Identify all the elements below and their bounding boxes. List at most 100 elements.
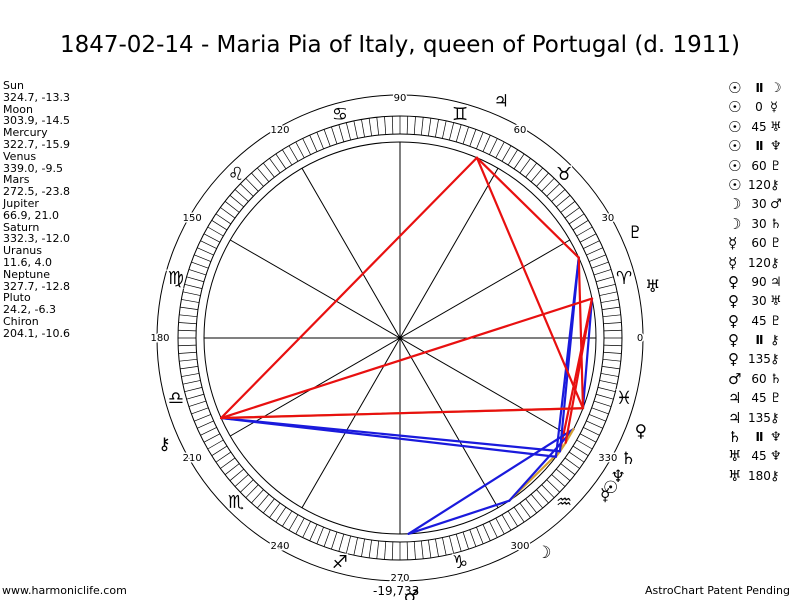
degree-tick: [495, 141, 505, 159]
planet-name: Mercury: [3, 126, 48, 140]
sign-glyphs: ♈ ♉ ♊ ♋ ♌ ♍ ♎ ♏ ♐ ♑ ♒ ♓: [166, 102, 633, 574]
aspect-line: [581, 297, 594, 410]
planet-name: Sun: [3, 79, 24, 92]
planet-value: 204.1, -10.6: [3, 326, 70, 340]
degree-tick: [220, 457, 236, 469]
aspect-planet-a: ☉: [728, 98, 742, 117]
aspect-row: ☉ 0 ☿: [728, 98, 788, 117]
aspect-row: ☉ II ♆: [728, 137, 788, 156]
degree-tick: [269, 158, 281, 174]
degree-tick: [263, 162, 275, 178]
aspect-planet-a: ☽: [728, 214, 742, 233]
degree-tick: [596, 276, 614, 283]
degree-tick: [597, 387, 616, 393]
sign-glyph: ♋: [332, 104, 348, 125]
degree-label: 120: [270, 125, 289, 136]
degree-tick: [560, 201, 576, 213]
degree-tick: [603, 351, 622, 354]
planet-glyph: ♇: [628, 223, 643, 243]
degree-tick: [182, 291, 201, 296]
degree-tick: [384, 541, 387, 560]
aspect-planet-b: ☿: [770, 100, 778, 116]
degree-tick: [323, 529, 331, 547]
degree-tick: [435, 538, 439, 557]
planet-value: 332.3, -12.0: [3, 232, 70, 246]
degree-tick: [600, 299, 619, 303]
aspect-planet-a: ♀: [728, 311, 739, 330]
degree-tick: [191, 261, 209, 269]
aspect-row: ☉ 45 ♅: [728, 118, 788, 137]
aspect-row: ☿ 120 ⚷: [728, 254, 788, 273]
degree-tick: [282, 510, 293, 527]
aspect-symbol: 45: [751, 119, 767, 134]
planet-glyph: ☿: [600, 485, 610, 505]
aspect-line: [219, 156, 478, 420]
degree-label: 0: [637, 333, 643, 344]
aspect-symbol: 60: [751, 236, 767, 251]
aspect-planet-b: ♄: [770, 216, 782, 232]
aspect-symbol: 60: [751, 158, 767, 173]
aspect-planet-b: ♆: [770, 430, 782, 446]
degree-tick: [182, 380, 201, 385]
degree-tick: [406, 116, 409, 135]
degree-tick: [275, 153, 287, 170]
aspect-line: [508, 428, 575, 502]
degree-tick: [376, 117, 380, 136]
aspect-line: [407, 499, 511, 535]
degree-tick: [599, 291, 618, 296]
degree-tick: [215, 213, 232, 225]
aspect-row: ♃ 135 ⚷: [728, 409, 788, 428]
degree-tick: [251, 489, 264, 504]
degree-tick: [203, 433, 221, 443]
planet-value: 24.2, -6.3: [3, 303, 56, 317]
degree-tick: [583, 240, 600, 249]
degree-tick: [589, 254, 606, 262]
degree-tick: [197, 247, 214, 256]
aspect-row: ♀ 45 ♇: [728, 312, 788, 331]
degree-tick: [203, 233, 221, 243]
degree-tick: [469, 529, 477, 547]
degree-tick: [546, 183, 560, 197]
planet-name: Neptune: [3, 267, 51, 281]
planet-name: Saturn: [3, 220, 40, 234]
degree-tick: [178, 351, 197, 354]
degree-tick: [601, 366, 620, 370]
aspect-symbol: 120: [748, 255, 771, 270]
aspect-planet-a: ☉: [728, 117, 742, 136]
aspect-row: ♀ 90 ♃: [728, 273, 788, 292]
aspect-line: [219, 407, 585, 420]
aspect-row: ♀ II ⚷: [728, 331, 788, 350]
aspect-planet-a: ☉: [728, 175, 742, 194]
sign-glyph: ♏: [228, 492, 244, 513]
planet-name: Jupiter: [3, 196, 39, 210]
aspect-symbol: 30: [751, 216, 767, 231]
degree-tick: [455, 534, 462, 552]
aspect-planet-b: ♅: [770, 119, 782, 135]
degree-tick: [251, 172, 264, 187]
degree-tick: [602, 358, 621, 362]
aspect-row: ☉ 60 ♇: [728, 157, 788, 176]
aspect-row: ☉ 120 ⚷: [728, 176, 788, 195]
degree-tick: [602, 314, 621, 318]
degree-tick: [519, 502, 531, 518]
aspect-symbol: 45: [751, 313, 767, 328]
aspect-line: [554, 256, 580, 458]
aspect-symbol: 135: [748, 352, 771, 367]
degree-tick: [469, 129, 477, 147]
degree-label: 300: [510, 541, 529, 552]
degree-tick: [596, 393, 614, 400]
planet-value: 303.9, -14.5: [3, 114, 70, 128]
aspect-symbol: II: [755, 430, 764, 445]
aspect-line: [219, 416, 558, 458]
degree-tick: [338, 124, 345, 142]
aspect-symbol: 180: [748, 468, 771, 483]
footer-patent: AstroChart Patent Pending: [644, 584, 790, 597]
degree-tick: [564, 207, 580, 219]
degree-tick: [224, 463, 240, 475]
degree-tick: [442, 120, 447, 139]
aspect-planet-a: ☉: [728, 156, 742, 175]
aspect-planet-a: ♅: [728, 466, 742, 485]
sign-glyph: ♍: [168, 268, 184, 289]
degree-tick: [361, 538, 365, 557]
planet-value: 322.7, -15.9: [3, 137, 70, 151]
